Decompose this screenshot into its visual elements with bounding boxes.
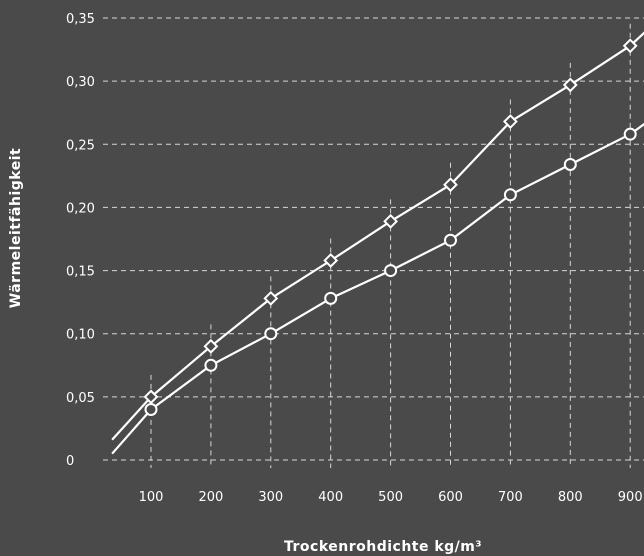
x-tick-label: 400 (318, 490, 343, 505)
diamond-marker (502, 114, 518, 129)
y-tick-label: 0,10 (66, 328, 95, 343)
y-tick-label: 0,20 (66, 201, 95, 216)
x-tick-label: 500 (378, 490, 403, 505)
circle-marker (264, 327, 278, 341)
series-lines (111, 31, 644, 455)
x-tick-label: 700 (498, 490, 523, 505)
diamond-marker (443, 177, 458, 193)
grid (103, 17, 644, 468)
diamond-marker (323, 253, 339, 268)
diamond-marker (622, 38, 638, 54)
x-tick-label: 200 (198, 490, 223, 505)
y-tick-label: 0 (66, 454, 74, 469)
diamond-marker (143, 389, 159, 405)
y-tick-label: 0,30 (66, 75, 95, 90)
diamond-marker (203, 338, 219, 354)
circle-marker (623, 127, 637, 141)
diamond-marker (263, 290, 279, 306)
y-axis-title: Wärmeleitfähigkeit (8, 148, 24, 308)
circle-marker (444, 233, 457, 247)
y-axis-ticks: 0 0,05 0,10 0,15 0,20 0,25 0,30 0,35 (66, 12, 95, 469)
series-markers (143, 38, 638, 416)
circle-marker (324, 291, 338, 305)
circle-marker (503, 188, 517, 202)
y-tick-label: 0,05 (66, 391, 95, 406)
circle-marker (144, 402, 158, 416)
circle-marker (384, 264, 398, 278)
diamond-marker (383, 213, 399, 229)
x-axis-ticks: 100 200 300 400 500 600 700 800 900 (139, 490, 643, 505)
y-tick-label: 0,25 (66, 138, 95, 153)
x-axis-title: Trockenrohdichte kg/m³ (284, 539, 482, 555)
x-tick-label: 900 (618, 490, 643, 505)
circle-marker (563, 157, 577, 171)
x-tick-label: 800 (558, 490, 583, 505)
x-tick-label: 300 (258, 490, 283, 505)
x-tick-label: 600 (438, 490, 463, 505)
circle-marker (204, 358, 218, 372)
y-tick-label: 0,15 (66, 265, 95, 280)
diamond-marker (562, 77, 578, 93)
y-tick-label: 0,35 (66, 12, 95, 27)
x-tick-label: 100 (139, 490, 164, 505)
